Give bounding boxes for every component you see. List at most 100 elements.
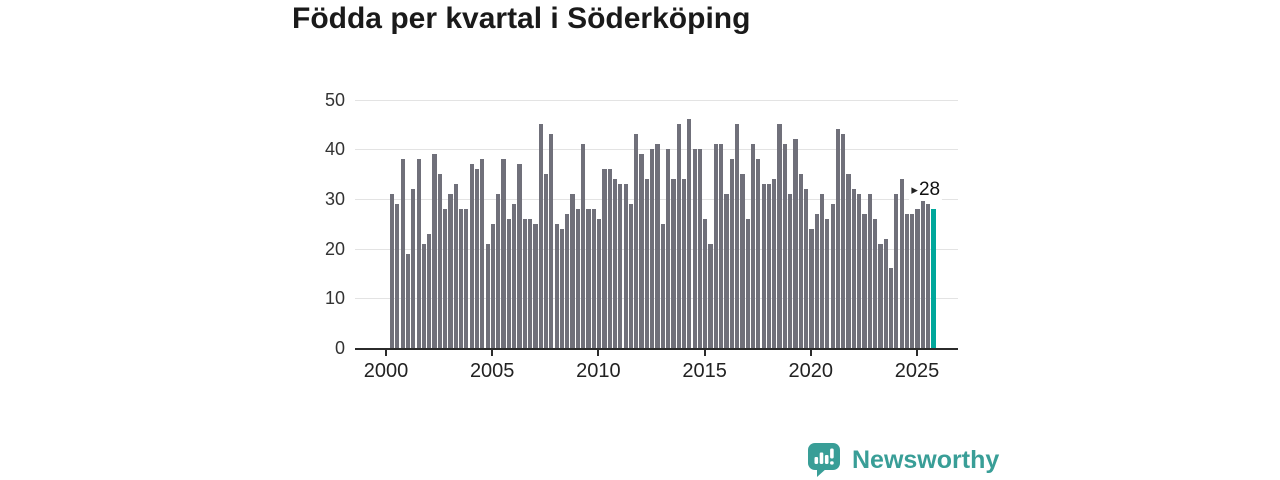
quarter-bar	[570, 193, 575, 348]
quarter-bar	[395, 203, 400, 348]
x-axis-tick	[916, 349, 918, 356]
quarter-bar	[612, 179, 618, 348]
quarter-bar	[474, 169, 480, 348]
quarter-bar	[772, 179, 777, 348]
quarter-bar	[867, 193, 872, 348]
quarter-bar	[639, 154, 644, 348]
quarter-bar	[676, 124, 681, 348]
quarter-bar	[724, 193, 729, 348]
quarter-bar	[666, 149, 671, 348]
quarter-bar	[841, 134, 846, 348]
quarter-bar	[416, 159, 421, 348]
latest-value-annotation: ▸ 28	[909, 178, 943, 201]
highlighted-bar-2025-q3	[931, 208, 936, 348]
quarter-bar	[692, 149, 697, 348]
quarter-bar	[528, 218, 533, 348]
quarter-bar	[862, 213, 867, 348]
quarter-bar	[628, 203, 634, 348]
quarter-bar	[740, 174, 745, 348]
quarter-bar	[405, 253, 411, 348]
quarter-bar	[835, 129, 841, 348]
quarter-bar	[857, 193, 862, 348]
quarter-bar	[485, 243, 490, 348]
chart-title: Födda per kvartal i Söderköping	[292, 2, 751, 35]
quarter-bar	[873, 218, 878, 348]
quarter-bar	[798, 174, 803, 348]
x-axis-tick	[597, 349, 600, 356]
quarter-bar	[597, 218, 602, 348]
quarter-bar	[904, 213, 910, 348]
quarter-bar	[586, 208, 591, 348]
x-axis-year-label: 2010	[576, 360, 621, 382]
quarter-bar	[650, 149, 655, 348]
quarter-bar	[517, 164, 522, 348]
quarter-bar	[703, 218, 708, 348]
quarter-bar	[464, 208, 469, 348]
quarter-bar	[788, 193, 793, 348]
quarter-bar	[559, 228, 565, 348]
quarter-bar	[846, 174, 851, 348]
quarter-bar	[814, 213, 819, 348]
quarter-bar	[671, 179, 676, 348]
quarter-bar	[448, 193, 453, 348]
quarter-bar	[766, 183, 772, 348]
quarter-bar	[443, 208, 448, 348]
quarter-bar	[490, 223, 496, 348]
quarter-bar	[634, 134, 639, 348]
newsworthy-logo[interactable]: Newsworthy	[806, 442, 999, 478]
quarter-bar	[623, 183, 628, 348]
quarter-bar	[390, 193, 395, 348]
quarter-bar	[427, 233, 432, 348]
quarter-bar	[793, 139, 798, 348]
y-axis-tick-label: 40	[324, 139, 345, 160]
quarter-bar	[522, 218, 527, 348]
quarter-bar	[729, 159, 734, 348]
quarter-bar	[745, 218, 750, 348]
quarter-bar	[777, 124, 782, 348]
x-axis-year-label: 2025	[894, 360, 940, 382]
quarter-bar	[926, 203, 931, 348]
quarter-bar	[660, 223, 665, 348]
x-axis-year-label: 2000	[363, 360, 409, 382]
quarter-bar	[655, 144, 660, 348]
quarter-bar	[421, 243, 427, 348]
quarter-bar	[894, 193, 899, 348]
y-axis-tick-label: 50	[324, 89, 345, 110]
quarter-bar	[888, 268, 894, 348]
newsworthy-bubble-chart-icon	[808, 443, 840, 477]
quarter-bar	[538, 124, 543, 348]
quarter-bar	[469, 164, 474, 348]
quarter-bar	[761, 183, 766, 348]
quarter-bar	[719, 144, 724, 348]
quarter-bar	[575, 208, 580, 348]
quarter-bar	[756, 159, 761, 348]
quarter-bar	[713, 144, 718, 348]
quarter-bar	[480, 159, 485, 348]
quarter-bar	[708, 243, 713, 348]
quarter-bar	[512, 203, 517, 348]
quarter-bar	[915, 208, 920, 348]
quarter-bar	[899, 179, 904, 348]
quarter-bar	[437, 174, 442, 348]
quarter-bar	[618, 183, 623, 348]
x-axis-tick	[809, 349, 812, 356]
x-axis-line	[355, 348, 958, 350]
quarter-bar	[459, 208, 464, 348]
quarter-bar	[549, 134, 554, 348]
quarter-bar	[581, 144, 586, 348]
y-axis-tick-label: 0	[334, 338, 345, 358]
y-axis-tick-label: 10	[324, 288, 345, 309]
quarter-bar	[506, 218, 511, 348]
quarter-bar	[533, 223, 538, 348]
x-axis-tick	[491, 349, 494, 356]
x-axis-tick	[385, 349, 387, 356]
y-gridline	[355, 99, 958, 101]
quarter-bar	[687, 119, 692, 348]
annotation-value: 28	[918, 178, 941, 200]
quarter-bar	[825, 218, 830, 348]
quarter-bar	[851, 188, 856, 348]
quarter-bar	[496, 193, 501, 348]
newsworthy-wordmark: Newsworthy	[852, 446, 1000, 474]
quarter-bar	[644, 179, 649, 348]
